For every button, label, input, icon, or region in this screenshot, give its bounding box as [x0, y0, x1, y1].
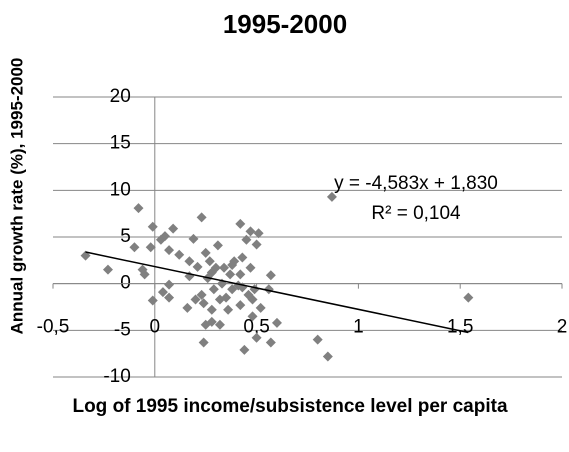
data-point	[235, 218, 246, 229]
data-point	[164, 279, 175, 290]
trendline	[85, 251, 469, 334]
data-point	[133, 203, 144, 214]
data-point	[168, 223, 179, 234]
data-point	[221, 292, 232, 303]
data-point	[253, 228, 264, 239]
data-point	[214, 319, 225, 330]
data-point	[182, 302, 193, 313]
data-point	[271, 317, 282, 328]
data-point	[237, 252, 248, 263]
data-point	[174, 249, 185, 260]
x-tick-label: 1	[353, 317, 364, 338]
data-point	[265, 337, 276, 348]
data-point	[223, 304, 234, 315]
data-point	[251, 239, 262, 250]
data-point	[463, 292, 474, 303]
data-point	[139, 269, 150, 280]
data-point	[198, 337, 209, 348]
x-tick-label: 0,5	[243, 317, 269, 338]
data-point	[188, 233, 199, 244]
data-point	[206, 316, 217, 327]
data-point	[247, 311, 258, 322]
data-point	[235, 269, 246, 280]
x-axis-title-box: Log of 1995 income/subsistence level per…	[72, 396, 508, 417]
data-point	[326, 191, 337, 202]
data-point	[245, 226, 256, 237]
data-point	[190, 294, 201, 305]
y-tick-label: -10	[103, 366, 130, 387]
data-point	[247, 294, 258, 305]
trendline-r-squared: R² = 0,104	[371, 203, 461, 224]
data-point	[159, 231, 170, 242]
x-tick-label: 0	[150, 317, 161, 338]
y-tick-label: 5	[120, 226, 131, 247]
data-point	[229, 256, 240, 267]
data-point	[219, 262, 230, 273]
chart-title: 1995-2000	[223, 9, 347, 39]
data-point	[129, 242, 140, 253]
trendline-equation: y = -4,583x + 1,830	[334, 173, 498, 194]
y-tick-label: -5	[114, 319, 131, 340]
x-tick-label: 1,5	[447, 317, 473, 338]
x-tick-label: 2	[557, 317, 568, 338]
data-point	[184, 256, 195, 267]
data-point	[208, 284, 219, 295]
data-point	[255, 302, 266, 313]
data-point	[225, 269, 236, 280]
data-point	[157, 287, 168, 298]
y-tick-label: 15	[110, 133, 131, 154]
data-point	[102, 264, 113, 275]
x-axis-title: Log of 1995 income/subsistence level per…	[72, 396, 508, 417]
data-point	[147, 221, 158, 232]
y-tick-label: 20	[110, 86, 131, 107]
data-point	[196, 289, 207, 300]
data-point	[147, 295, 158, 306]
data-point	[198, 298, 209, 309]
data-point	[235, 300, 246, 311]
data-point	[206, 304, 217, 315]
data-point	[164, 245, 175, 256]
y-tick-label: 10	[110, 179, 131, 200]
data-point	[164, 292, 175, 303]
data-point	[265, 270, 276, 281]
data-point	[200, 247, 211, 258]
y-axis-title: Annual growth rate (%), 1995-2000	[7, 58, 26, 335]
data-point	[145, 242, 156, 253]
data-point	[192, 261, 203, 272]
data-point	[239, 344, 250, 355]
data-point	[212, 240, 223, 251]
x-tick-label: -0,5	[37, 317, 70, 338]
data-point	[322, 351, 333, 362]
data-point	[241, 234, 252, 245]
data-point	[251, 332, 262, 343]
data-point	[204, 256, 215, 267]
data-point	[196, 212, 207, 223]
data-point	[245, 262, 256, 273]
data-point	[210, 262, 221, 273]
data-point	[312, 334, 323, 345]
